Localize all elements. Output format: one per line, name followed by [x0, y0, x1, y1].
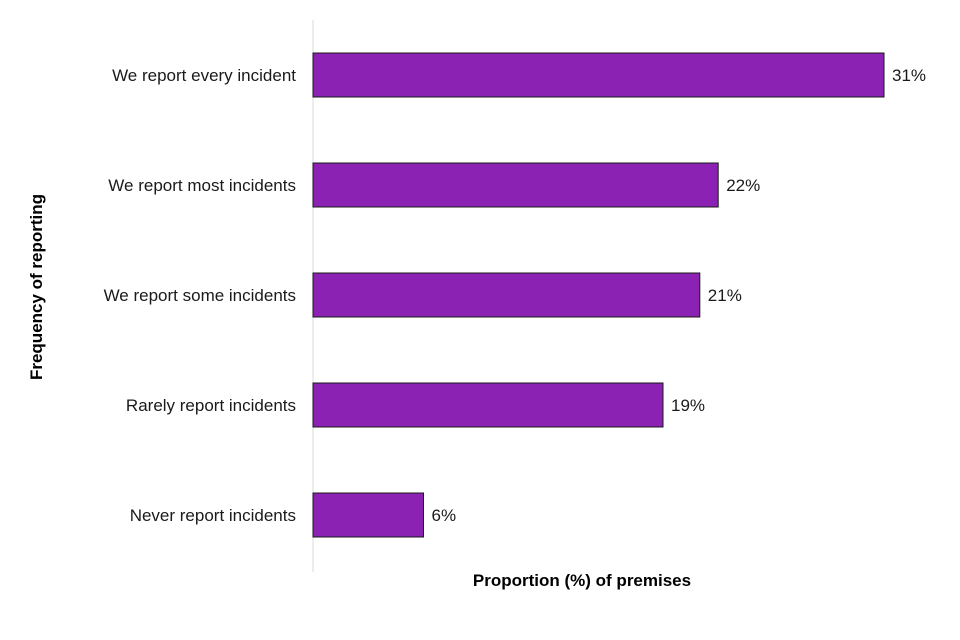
x-axis-title: Proportion (%) of premises [473, 571, 691, 590]
category-label: Rarely report incidents [126, 396, 296, 415]
bar [312, 52, 885, 98]
data-label: 22% [726, 176, 760, 195]
bar [312, 162, 719, 208]
data-label: 31% [892, 66, 926, 85]
value-labels-group: 31% 22% 21% 19% 6% [432, 66, 927, 525]
data-label: 6% [432, 506, 457, 525]
bar [312, 492, 424, 538]
bars-group [312, 52, 885, 538]
data-label: 21% [708, 286, 742, 305]
category-labels-group: We report every incident We report most i… [104, 66, 297, 525]
bar [312, 272, 701, 318]
bar [312, 382, 664, 428]
category-label: We report most incidents [108, 176, 296, 195]
y-axis-title: Frequency of reporting [27, 194, 46, 380]
category-label: We report every incident [112, 66, 296, 85]
category-label: We report some incidents [104, 286, 296, 305]
category-label: Never report incidents [130, 506, 296, 525]
data-label: 19% [671, 396, 705, 415]
